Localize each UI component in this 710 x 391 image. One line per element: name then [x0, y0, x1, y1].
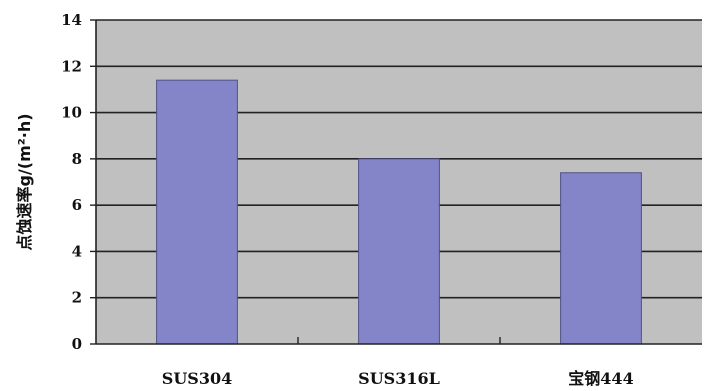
- bar-SUS316L: [358, 158, 440, 345]
- y-tick-label: 6: [72, 196, 82, 214]
- y-tick-label: 2: [72, 289, 82, 307]
- y-tick-label: 14: [61, 11, 82, 29]
- bar-SUS304: [156, 79, 238, 345]
- y-tick-label: 8: [72, 150, 82, 168]
- y-tick-label: 4: [72, 242, 82, 260]
- y-axis-title: 点蚀速率g/(m²·h): [15, 113, 34, 250]
- y-tick-label: 12: [61, 57, 82, 75]
- x-category-label: SUS316L: [358, 369, 440, 388]
- x-category-label: 宝钢444: [568, 369, 633, 388]
- y-tick-label: 0: [72, 335, 82, 353]
- axes: [95, 20, 702, 345]
- bar-宝钢444: [560, 172, 642, 345]
- y-tick-label: 10: [61, 104, 82, 122]
- bars: [156, 79, 642, 345]
- x-category-label: SUS304: [162, 369, 232, 388]
- x-category-labels: SUS304 SUS316L 宝钢444: [162, 369, 634, 388]
- y-tick-labels: 0 2 4 6 8 10 12 14: [61, 11, 82, 353]
